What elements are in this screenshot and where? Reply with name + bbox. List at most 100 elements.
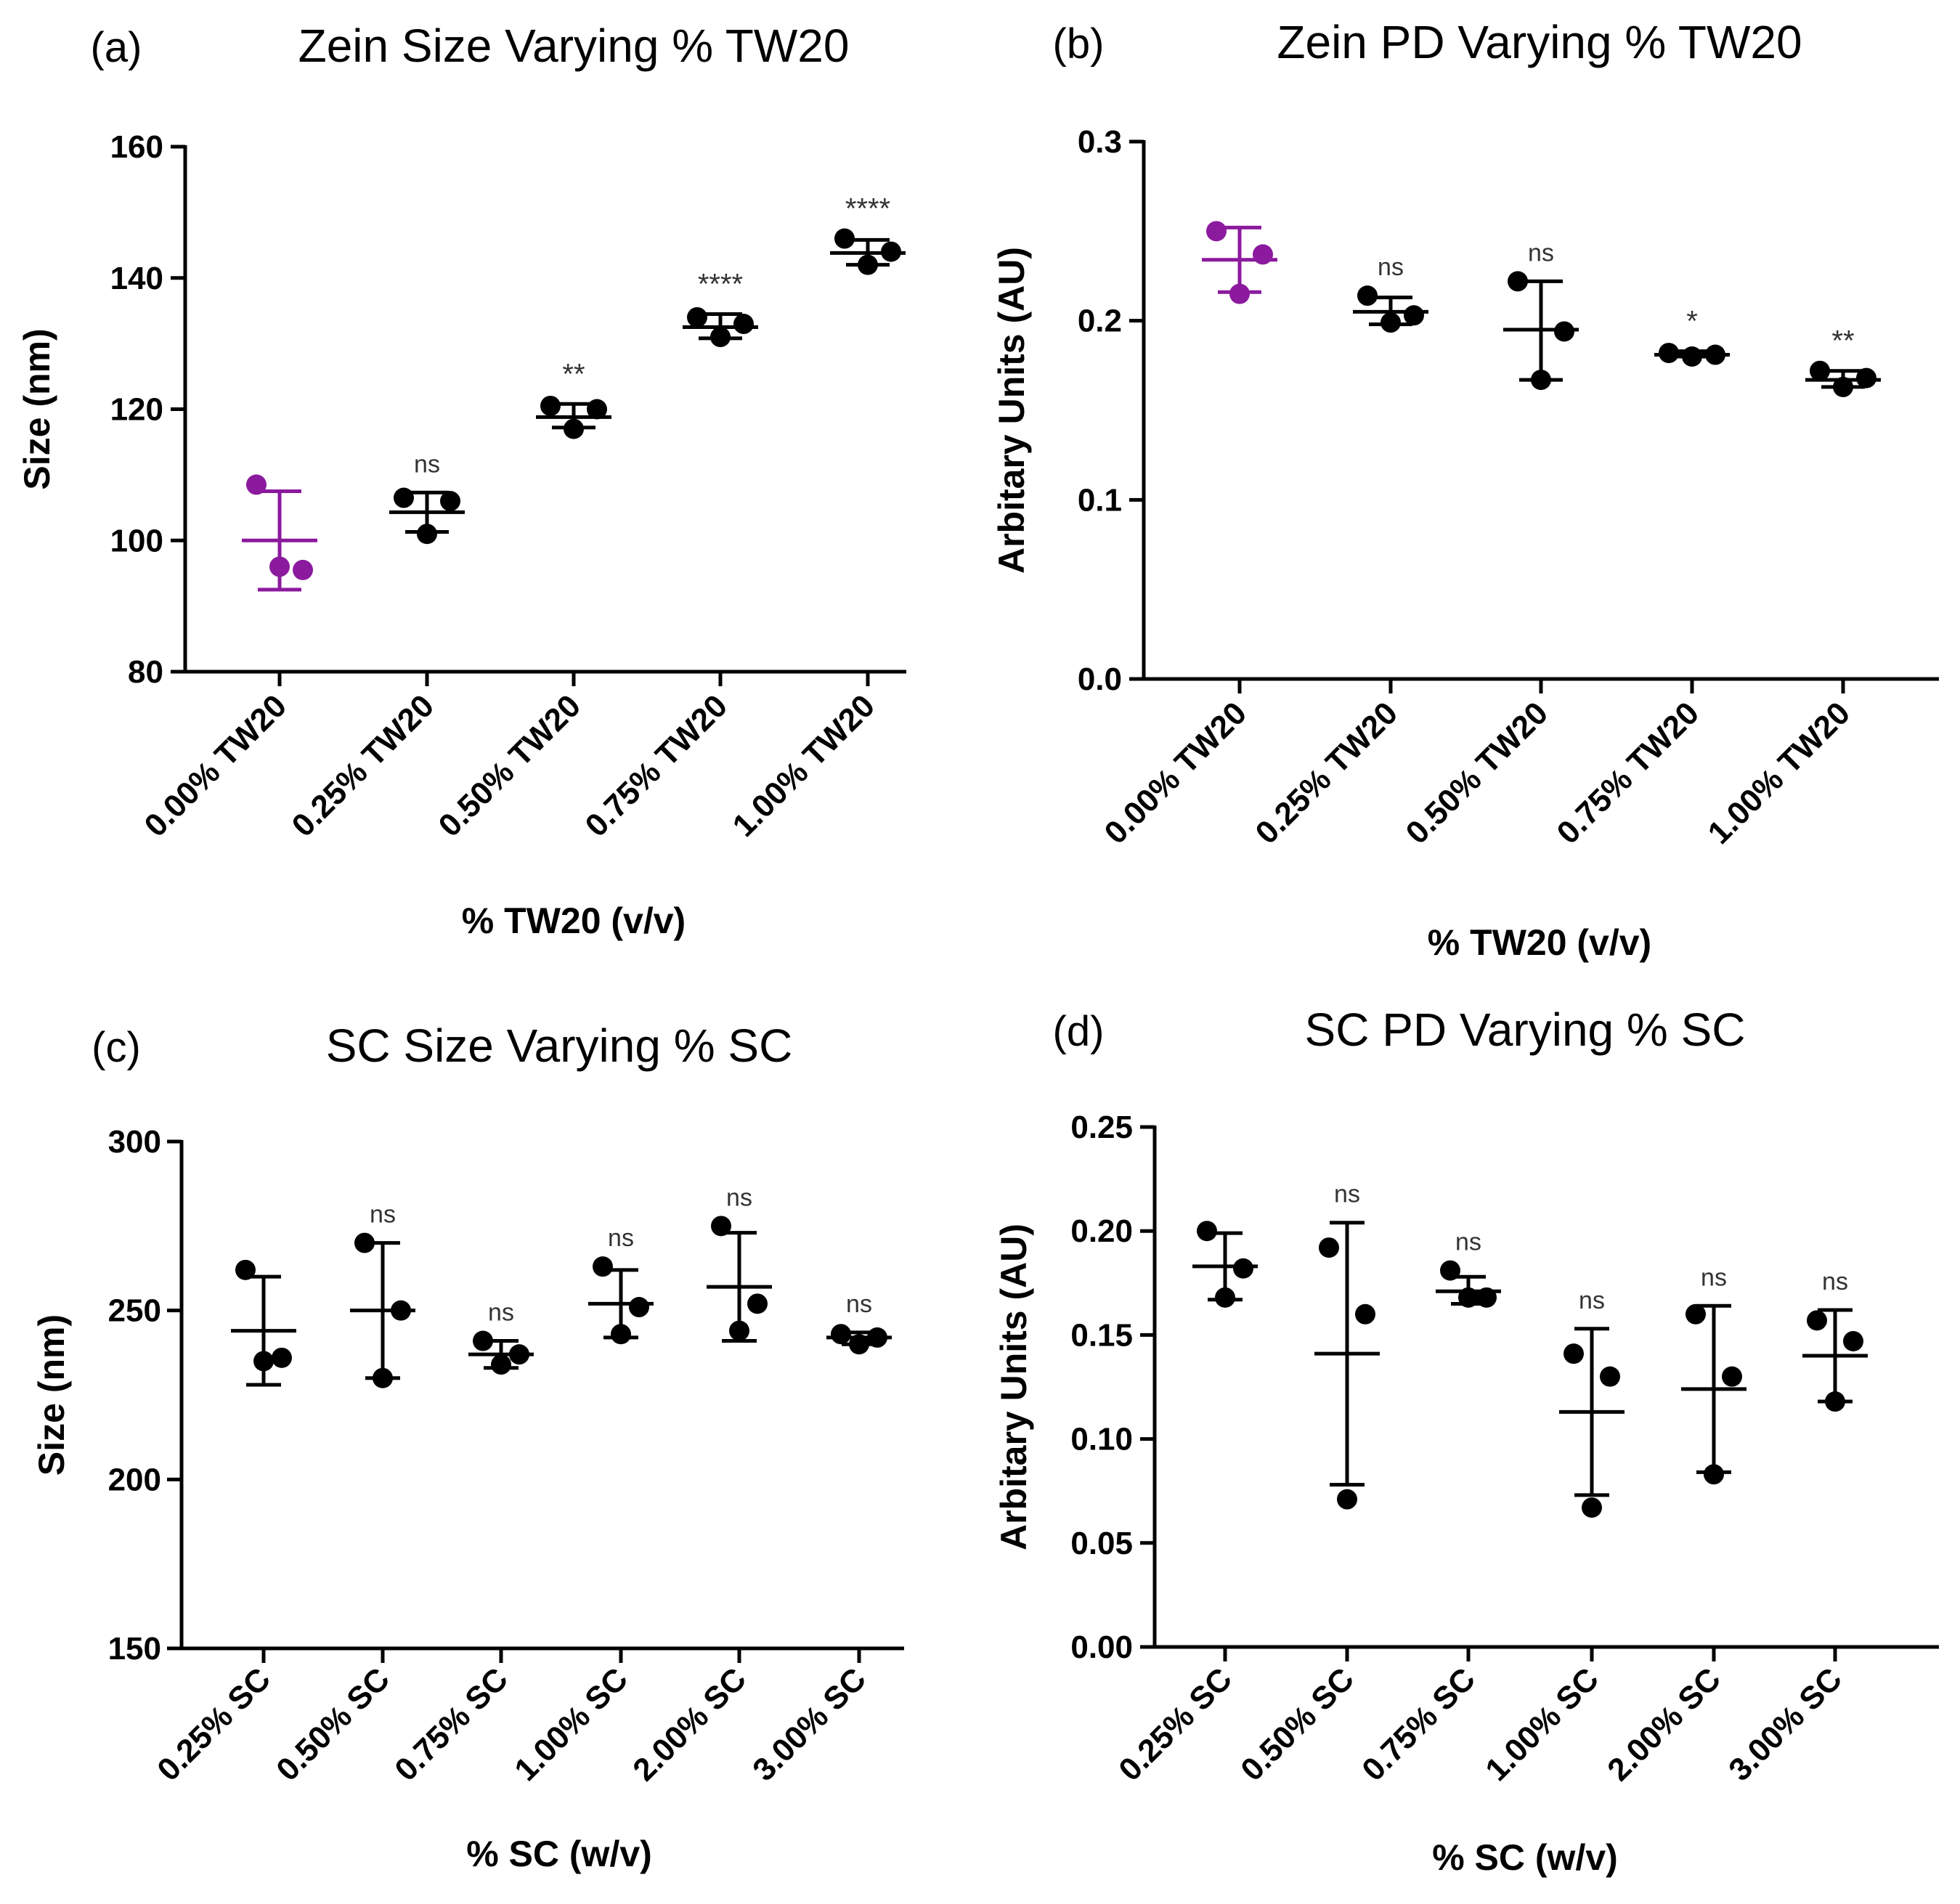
y-tick-label: 0.1 (1078, 482, 1122, 518)
significance-label: ns (1528, 239, 1554, 267)
x-tick-label: 3.00% SC (746, 1661, 873, 1788)
x-tick-label: 1.00% SC (508, 1661, 635, 1788)
data-point (354, 1232, 375, 1253)
x-axis-label: % SC (w/v) (1432, 1837, 1618, 1878)
x-tick-label: 0.75% SC (1355, 1661, 1482, 1788)
x-tick-label: 0.00% TW20 (1098, 695, 1253, 850)
data-point (1380, 312, 1401, 333)
significance-label: ns (1579, 1287, 1605, 1314)
data-point (509, 1344, 529, 1365)
data-point (834, 228, 855, 249)
data-point (1337, 1489, 1357, 1510)
significance-label: ** (562, 358, 585, 390)
data-point (1563, 1343, 1584, 1364)
data-point (1531, 370, 1551, 391)
data-point (593, 1256, 613, 1277)
significance-label: ns (414, 450, 440, 478)
data-point (1659, 343, 1679, 364)
data-point (1229, 283, 1250, 304)
x-tick-label: 1.00% SC (1479, 1661, 1606, 1788)
data-point (373, 1367, 393, 1388)
x-tick-label: 1.00% TW20 (1701, 695, 1857, 850)
x-tick-label: 0.50% SC (1234, 1661, 1361, 1788)
data-point (1833, 376, 1853, 397)
y-tick-label: 0.3 (1078, 124, 1122, 160)
data-point (1682, 346, 1702, 367)
chart-panel-4: (d) SC PD Varying % SC 0.00 0.05 0.10 0.15 0.2… (993, 1004, 1939, 1878)
data-point (1856, 367, 1876, 388)
chart-title: SC Size Varying % SC (326, 1020, 793, 1072)
y-tick-label: 300 (108, 1124, 161, 1160)
x-tick-label: 0.50% TW20 (432, 688, 587, 843)
y-tick-label: 100 (110, 523, 163, 558)
data-point (1458, 1287, 1479, 1308)
panel-letter: (d) (1053, 1008, 1105, 1055)
data-point (1355, 1303, 1375, 1325)
significance-label: ns (370, 1201, 396, 1229)
chart-title: SC PD Varying % SC (1305, 1004, 1746, 1056)
x-tick-label: 0.50% SC (269, 1661, 397, 1788)
y-tick-label: 120 (110, 392, 163, 428)
y-tick-label: 140 (110, 261, 163, 296)
chart-panel-3: (c) SC Size Varying % SC 150 200 250 300 Size … (31, 1020, 904, 1874)
data-point (1253, 244, 1273, 265)
y-axis-label: Arbitary Units (AU) (991, 247, 1032, 574)
significance-label: ns (1822, 1268, 1848, 1295)
data-point (540, 395, 561, 416)
y-tick-label: 250 (108, 1293, 161, 1329)
x-tick-label: 0.25% TW20 (285, 688, 441, 843)
data-point (1508, 271, 1528, 292)
data-point (235, 1259, 256, 1280)
data-point (629, 1297, 649, 1318)
data-point (1685, 1303, 1706, 1325)
data-point (1476, 1287, 1497, 1308)
x-tick-label: 0.00% TW20 (138, 688, 293, 843)
chart-panel-1: (a) Zein Size Varying % TW20 80 100 120 140 16… (17, 20, 906, 941)
panel-letter: (b) (1053, 20, 1105, 68)
y-tick-label: 0.00 (1070, 1630, 1133, 1665)
significance-label: ns (1701, 1264, 1727, 1291)
data-point (710, 327, 731, 348)
data-point (733, 314, 754, 335)
data-point (1319, 1237, 1339, 1258)
data-point (1825, 1391, 1845, 1412)
y-tick-label: 0.05 (1070, 1526, 1133, 1561)
data-point (747, 1293, 768, 1314)
data-point (293, 559, 313, 580)
data-point (1206, 221, 1227, 242)
data-point (391, 1300, 411, 1321)
data-point (711, 1216, 731, 1237)
data-point (1215, 1287, 1235, 1308)
data-point (246, 474, 267, 495)
significance-label: **** (845, 193, 890, 225)
y-axis-label: Size (nm) (17, 328, 57, 489)
data-point (1705, 344, 1725, 365)
data-point (849, 1334, 869, 1355)
data-point (1807, 1310, 1827, 1331)
data-point (729, 1320, 749, 1341)
data-point (564, 418, 584, 439)
significance-label: * (1686, 306, 1698, 338)
data-point (687, 306, 707, 327)
x-tick-label: 0.75% SC (388, 1661, 515, 1788)
x-tick-label: 1.00% TW20 (726, 688, 882, 843)
y-axis-label: Size (nm) (31, 1314, 72, 1476)
x-tick-label: 2.00% SC (626, 1661, 753, 1788)
x-axis-label: % TW20 (v/v) (1428, 922, 1651, 963)
data-point (1197, 1221, 1217, 1242)
significance-label: ns (488, 1299, 514, 1327)
x-tick-label: 0.50% TW20 (1399, 695, 1555, 850)
significance-label: ns (1334, 1181, 1360, 1208)
data-point (858, 254, 878, 275)
panel-letter: (c) (92, 1024, 141, 1071)
y-tick-label: 0.25 (1070, 1110, 1133, 1145)
data-point (1582, 1497, 1602, 1518)
data-point (272, 1347, 292, 1368)
data-point (253, 1351, 274, 1372)
y-tick-label: 0.0 (1078, 662, 1122, 697)
y-tick-label: 200 (108, 1462, 161, 1497)
panel-letter: (a) (91, 24, 142, 71)
x-tick-label: 2.00% SC (1601, 1661, 1728, 1788)
significance-label: ns (846, 1290, 872, 1318)
